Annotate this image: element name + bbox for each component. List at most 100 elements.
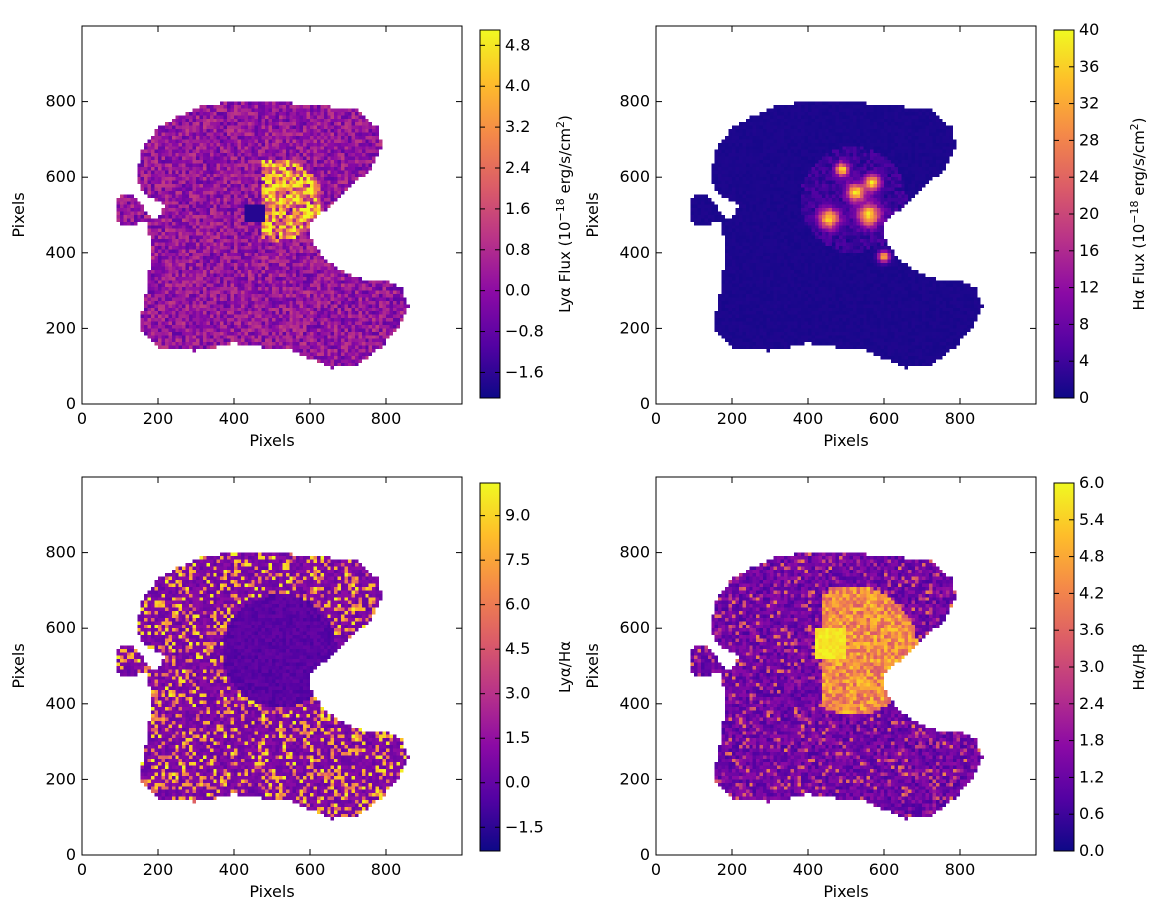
- y-tick-label: 0: [640, 845, 650, 864]
- y-tick-label: 200: [45, 318, 76, 337]
- colorbar-tick-label: 3.0: [505, 684, 530, 703]
- y-tick-label: 0: [66, 845, 76, 864]
- x-tick-label: 800: [945, 409, 976, 428]
- colorbar-tick-label: 40: [1079, 20, 1099, 39]
- colorbar-tick-label: −1.6: [505, 362, 544, 381]
- colorbar-tick-label: 0.0: [505, 281, 530, 300]
- y-tick-label: 600: [619, 618, 650, 637]
- colorbar-tick-label: −0.8: [505, 322, 544, 341]
- y-axis-label: Pixels: [583, 192, 602, 237]
- x-axis-label: Pixels: [249, 431, 294, 450]
- x-tick-label: 400: [219, 409, 250, 428]
- x-tick-label: 800: [371, 860, 402, 879]
- y-axis-label: Pixels: [583, 643, 602, 688]
- x-tick-label: 200: [143, 860, 174, 879]
- colorbar-label: Lyα/Hα: [556, 641, 574, 693]
- colorbar-tick-label: 32: [1079, 94, 1099, 113]
- y-tick-label: 400: [619, 694, 650, 713]
- x-tick-label: 200: [143, 409, 174, 428]
- colorbar-tick-label: 3.0: [1079, 657, 1104, 676]
- colorbar-tick-label: 8: [1079, 314, 1089, 333]
- colorbar-tick-label: 4.8: [505, 35, 530, 54]
- colorbar-tick-label: 4: [1079, 351, 1089, 370]
- colorbar-tick-label: 20: [1079, 204, 1099, 223]
- colorbar-tick-label: 6.0: [1079, 473, 1104, 492]
- heatmap-image: [82, 477, 462, 855]
- y-tick-label: 400: [45, 694, 76, 713]
- colorbar-tick-label: 0.0: [505, 773, 530, 792]
- x-axis-label: Pixels: [823, 431, 868, 450]
- y-tick-label: 600: [45, 618, 76, 637]
- y-tick-label: 0: [66, 394, 76, 413]
- colorbar-tick-label: 4.8: [1079, 547, 1104, 566]
- x-tick-label: 600: [869, 409, 900, 428]
- colorbar-tick-label: 36: [1079, 57, 1099, 76]
- y-tick-label: 200: [619, 769, 650, 788]
- colorbar-tick-label: −1.5: [505, 817, 544, 836]
- x-tick-label: 200: [717, 860, 748, 879]
- y-tick-label: 800: [45, 543, 76, 562]
- colorbar-tick-label: 0.0: [1079, 841, 1104, 860]
- x-tick-label: 600: [295, 409, 326, 428]
- axes-frame: [81, 25, 463, 405]
- panel-bottom-right: 0 200 400 600 800 0 200 400 600 800 Pixels Pixels 0.…: [583, 473, 1148, 901]
- x-tick-label: 0: [77, 409, 87, 428]
- colorbar-tick-label: 28: [1079, 130, 1099, 149]
- colorbar: [479, 482, 501, 852]
- colorbar-tick-label: 1.8: [1079, 731, 1104, 750]
- y-tick-label: 400: [45, 243, 76, 262]
- x-tick-label: 0: [651, 860, 661, 879]
- colorbar-tick-label: 16: [1079, 241, 1099, 260]
- colorbar-tick-label: 6.0: [505, 595, 530, 614]
- y-tick-label: 600: [619, 167, 650, 186]
- y-tick-label: 800: [619, 543, 650, 562]
- x-tick-label: 0: [651, 409, 661, 428]
- colorbar-tick-label: 3.2: [505, 117, 530, 136]
- y-tick-label: 600: [45, 167, 76, 186]
- axes-frame: [655, 25, 1037, 405]
- colorbar-tick-label: 7.5: [505, 550, 530, 569]
- y-tick-label: 800: [45, 92, 76, 111]
- x-tick-label: 400: [219, 860, 250, 879]
- colorbar-tick-label: 4.0: [505, 76, 530, 95]
- colorbar-tick-label: 3.6: [1079, 620, 1104, 639]
- colorbar-tick-label: 0.8: [505, 240, 530, 259]
- colorbar-tick-label: 1.2: [1079, 767, 1104, 786]
- colorbar-tick-label: 0: [1079, 388, 1089, 407]
- heatmap-image: [82, 26, 462, 404]
- colorbar-label: Hα Flux (10−18 erg/s/cm2): [1128, 117, 1148, 310]
- y-tick-label: 200: [45, 769, 76, 788]
- colorbar: [479, 29, 501, 399]
- panel-top-right: 0 200 400 600 800 0 200 400 600 800 Pixels Pixels 0 4…: [583, 20, 1148, 450]
- y-tick-label: 800: [619, 92, 650, 111]
- colorbar-tick-label: 4.5: [505, 639, 530, 658]
- x-tick-label: 800: [371, 409, 402, 428]
- y-tick-label: 400: [619, 243, 650, 262]
- axes-frame: [81, 476, 463, 856]
- colorbar-tick-label: 9.0: [505, 506, 530, 525]
- x-tick-label: 0: [77, 860, 87, 879]
- colorbar-tick-label: 24: [1079, 167, 1099, 186]
- colorbar-tick-label: 2.4: [505, 158, 530, 177]
- y-axis-label: Pixels: [9, 192, 28, 237]
- x-axis-label: Pixels: [249, 882, 294, 901]
- colorbar-tick-label: 1.6: [505, 199, 530, 218]
- colorbar-tick-label: 4.2: [1079, 583, 1104, 602]
- x-axis-label: Pixels: [823, 882, 868, 901]
- colorbar-tick-label: 0.6: [1079, 804, 1104, 823]
- y-tick-label: 200: [619, 318, 650, 337]
- colorbar-label: Lyα Flux (10−18 erg/s/cm2): [554, 115, 574, 313]
- y-axis-label: Pixels: [9, 643, 28, 688]
- x-tick-label: 600: [295, 860, 326, 879]
- heatmap-image: [656, 26, 1036, 404]
- colorbar-tick-label: 5.4: [1079, 510, 1104, 529]
- colorbar-tick-label: 2.4: [1079, 694, 1104, 713]
- x-tick-label: 600: [869, 860, 900, 879]
- x-tick-label: 400: [793, 409, 824, 428]
- colorbar-tick-label: 1.5: [505, 728, 530, 747]
- colorbar-label: Hα/Hβ: [1130, 643, 1148, 690]
- heatmap-image: [656, 477, 1036, 855]
- axes-frame: [655, 476, 1037, 856]
- panel-bottom-left: 0 200 400 600 800 0 200 400 600 800 Pixels Pixels −1…: [9, 476, 574, 901]
